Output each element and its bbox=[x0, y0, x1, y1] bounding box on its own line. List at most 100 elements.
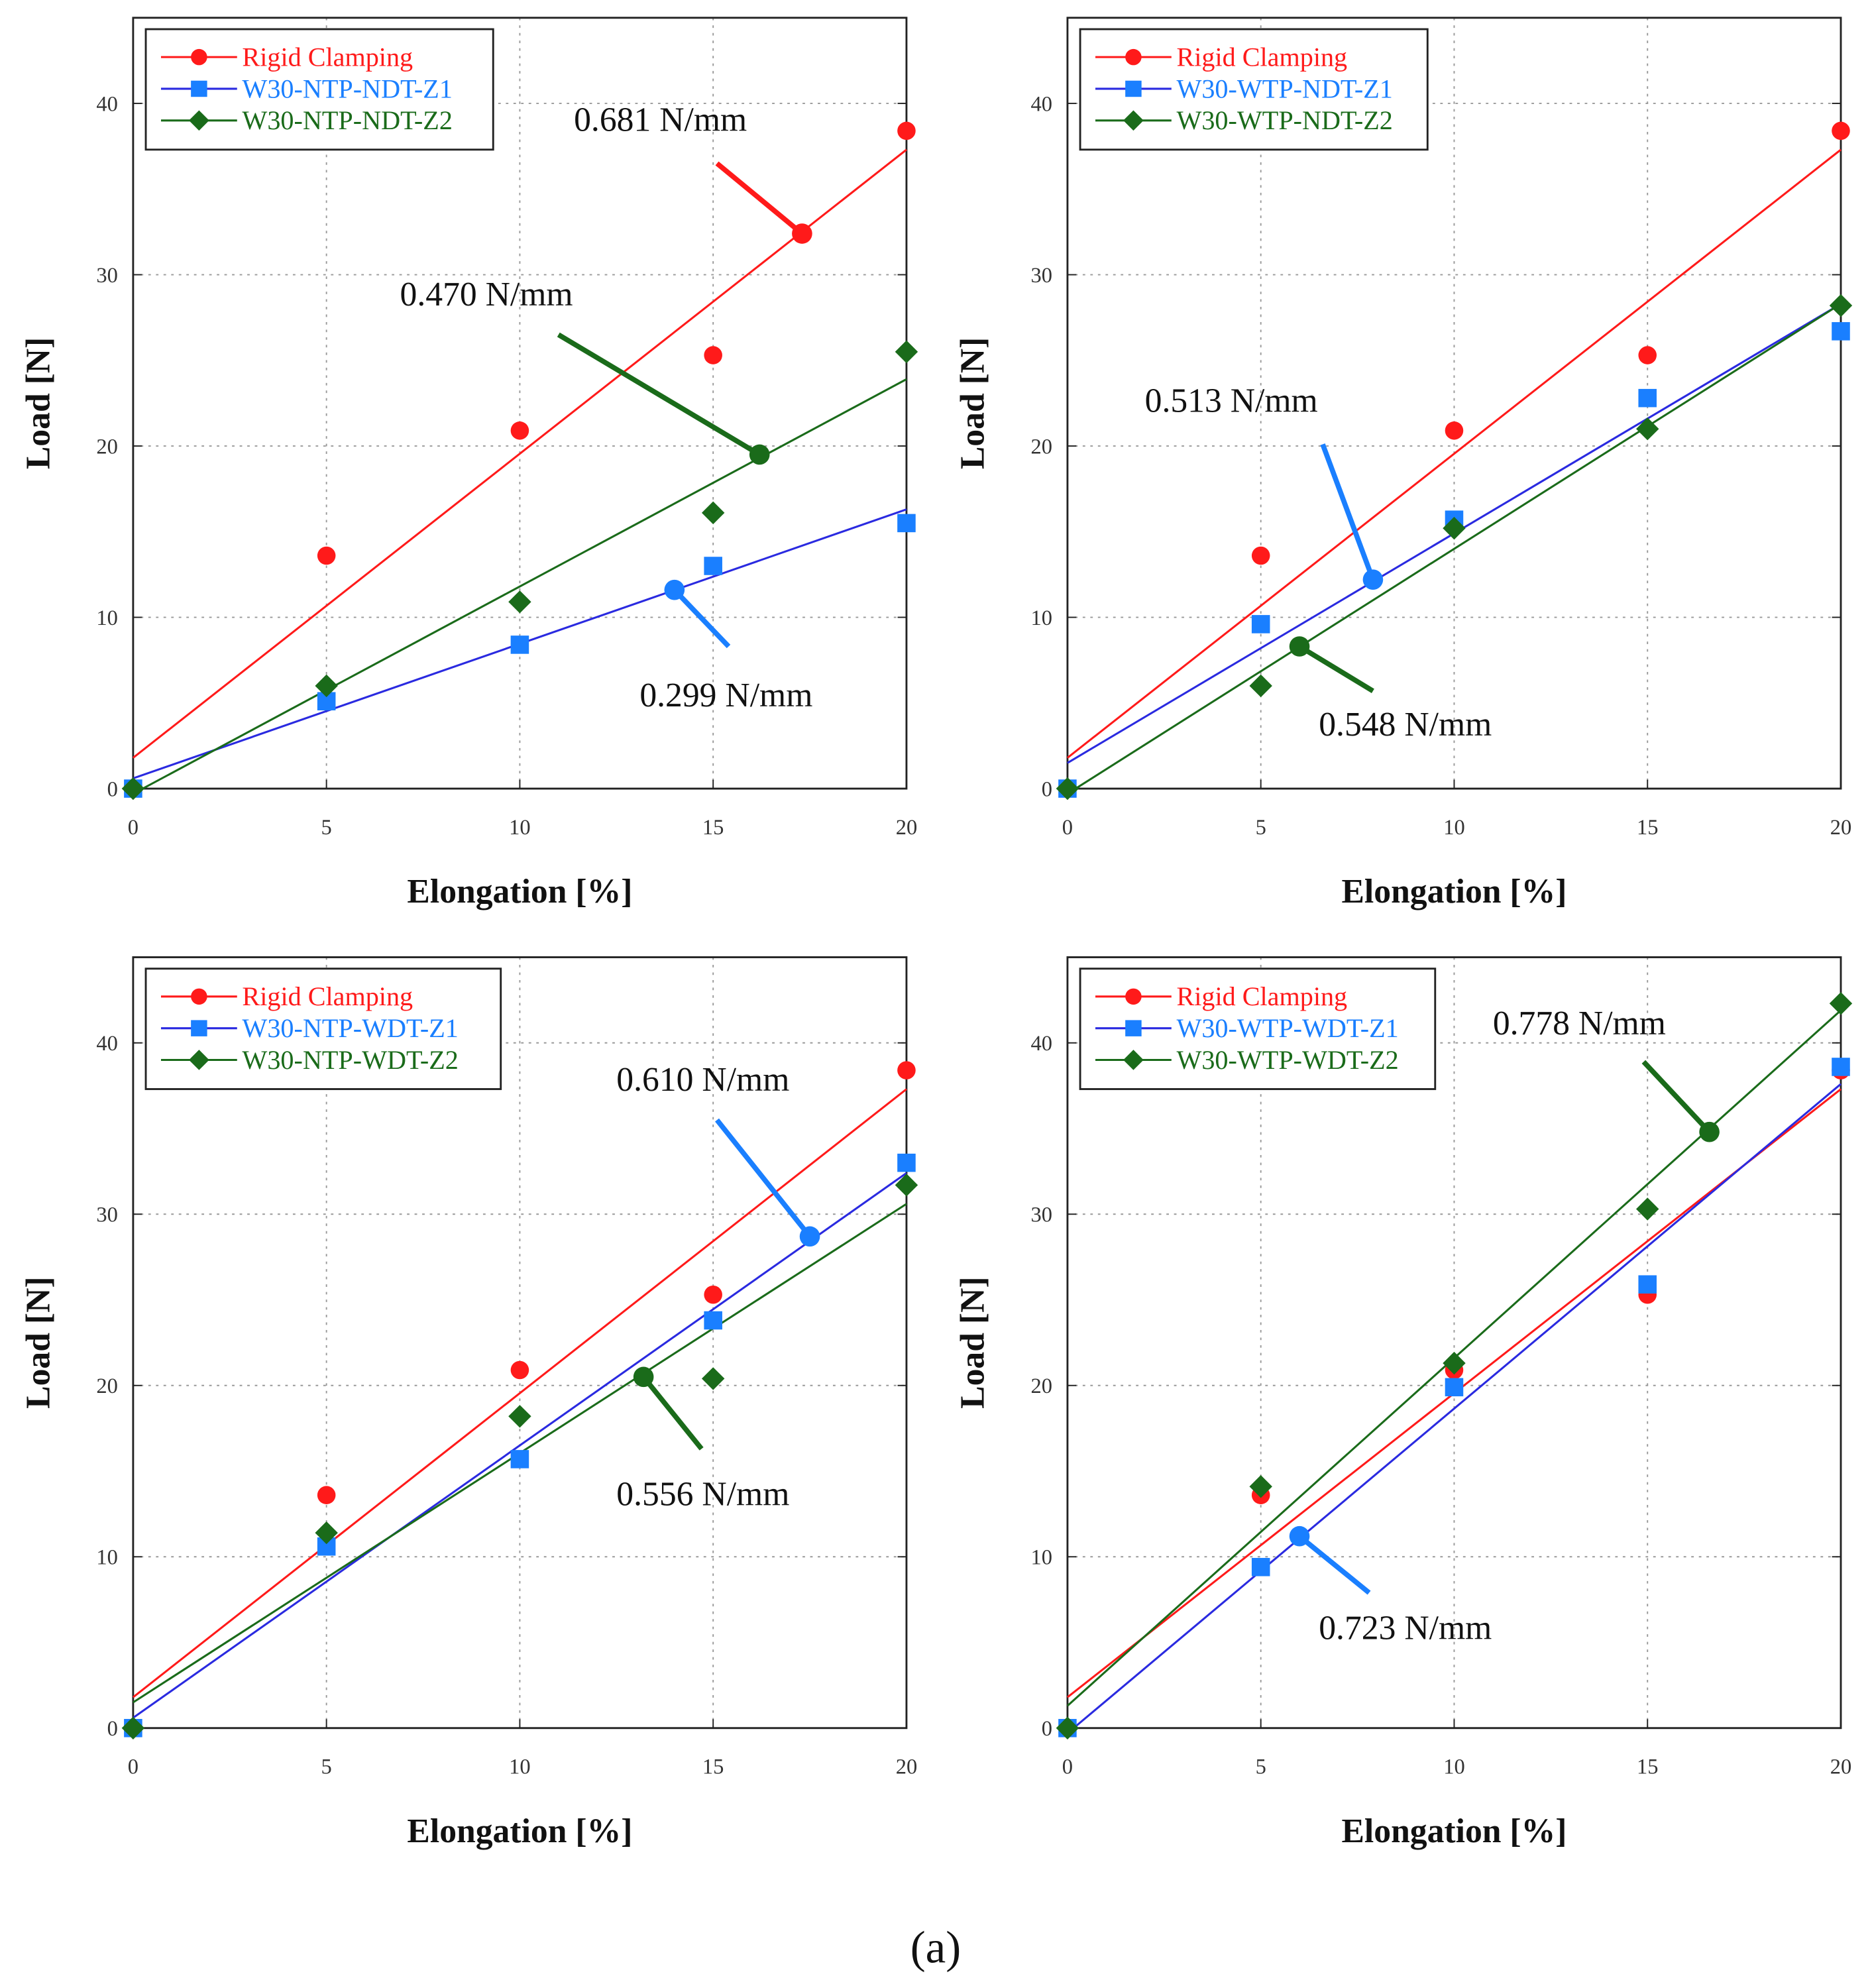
x-tick-label: 10 bbox=[1443, 816, 1465, 840]
slope-annotation: 0.723 N/mm bbox=[1319, 1609, 1492, 1647]
x-tick-label: 5 bbox=[321, 1755, 332, 1779]
x-tick-label: 10 bbox=[1443, 1755, 1465, 1779]
data-point-rigid bbox=[317, 1486, 336, 1504]
fit-line-rigid bbox=[132, 148, 907, 759]
data-point-rigid bbox=[704, 346, 722, 364]
data-point-z2 bbox=[701, 501, 725, 525]
y-tick-label: 10 bbox=[1030, 606, 1052, 630]
annotation-arrow bbox=[641, 1375, 704, 1451]
annotation-arrow bbox=[715, 161, 804, 236]
data-point-z1 bbox=[1832, 322, 1850, 341]
legend-marker-rigid bbox=[1125, 48, 1142, 66]
x-tick-label: 5 bbox=[1256, 1755, 1266, 1779]
data-point-z2 bbox=[1829, 294, 1853, 317]
slope-annotation: 0.778 N/mm bbox=[1493, 1005, 1666, 1042]
y-tick-label: 40 bbox=[96, 1032, 118, 1056]
annotation-dot bbox=[633, 1366, 654, 1388]
data-point-z2 bbox=[121, 777, 145, 801]
legend-label-z2: W30-WTP-NDT-Z2 bbox=[1176, 105, 1392, 135]
plot-frame bbox=[132, 17, 908, 790]
annotation-arrow bbox=[557, 332, 761, 457]
data-point-rigid bbox=[1832, 121, 1850, 140]
data-point-z2 bbox=[315, 674, 338, 698]
annotation-arrow bbox=[673, 588, 731, 649]
y-tick-label: 30 bbox=[96, 1203, 118, 1227]
slope-annotation: 0.681 N/mm bbox=[574, 101, 747, 138]
x-tick-label: 15 bbox=[1637, 816, 1659, 840]
fit-line-z1 bbox=[133, 1172, 907, 1719]
annotation-arrow bbox=[1298, 644, 1374, 693]
y-tick-label: 40 bbox=[96, 93, 118, 117]
y-axis-label: Load [N] bbox=[954, 337, 992, 469]
fit-line-z2 bbox=[133, 378, 907, 795]
data-point-z1 bbox=[704, 557, 722, 575]
data-point-rigid bbox=[1445, 421, 1464, 440]
annotation-dot bbox=[799, 1226, 820, 1247]
data-point-rigid bbox=[704, 1285, 722, 1304]
y-axis-label: Load [N] bbox=[954, 1276, 992, 1408]
x-tick-label: 0 bbox=[1062, 816, 1073, 840]
y-axis-label: Load [N] bbox=[20, 1276, 58, 1408]
fit-line-z2 bbox=[1067, 303, 1842, 795]
legend-label-z2: W30-NTP-WDT-Z2 bbox=[242, 1045, 458, 1075]
chart-panel-4: 0 5 10 15 20 0 10 20 30 40 Elongation [%] Load [N] 0… bbox=[954, 956, 1853, 1850]
data-point-z1 bbox=[1638, 388, 1657, 408]
legend-label-rigid: Rigid Clamping bbox=[242, 42, 413, 72]
legend-label-rigid: Rigid Clamping bbox=[242, 981, 413, 1011]
annotation-arrow bbox=[1320, 443, 1376, 581]
y-tick-label: 40 bbox=[1030, 1032, 1052, 1056]
x-tick-label: 20 bbox=[896, 816, 918, 840]
annotation-dot bbox=[1289, 636, 1310, 657]
y-tick-label: 20 bbox=[1030, 435, 1052, 459]
slope-annotation: 0.556 N/mm bbox=[616, 1476, 789, 1514]
annotation-dot bbox=[1362, 569, 1384, 590]
data-point-z1 bbox=[510, 1450, 529, 1468]
legend: Rigid ClampingW30-WTP-NDT-Z1W30-WTP-NDT-… bbox=[1079, 28, 1429, 151]
legend-label-z1: W30-WTP-WDT-Z1 bbox=[1176, 1013, 1398, 1043]
plot-frame bbox=[1066, 956, 1842, 1730]
y-tick-label: 0 bbox=[1042, 1717, 1052, 1741]
data-point-rigid bbox=[510, 1360, 529, 1380]
data-point-z2 bbox=[1829, 992, 1853, 1015]
legend-label-rigid: Rigid Clamping bbox=[1176, 981, 1347, 1011]
x-tick-label: 20 bbox=[1830, 1755, 1852, 1779]
y-tick-label: 0 bbox=[107, 1717, 118, 1741]
slope-annotation: 0.610 N/mm bbox=[616, 1061, 789, 1099]
x-tick-label: 0 bbox=[128, 1755, 138, 1779]
data-point-rigid bbox=[897, 1061, 916, 1079]
legend-marker-z1 bbox=[1125, 80, 1142, 97]
slope-annotation: 0.548 N/mm bbox=[1319, 706, 1492, 744]
data-point-z2 bbox=[1056, 777, 1079, 801]
y-axis-label: Load [N] bbox=[20, 337, 58, 469]
legend-marker-z1 bbox=[1125, 1020, 1142, 1036]
data-point-rigid bbox=[510, 421, 529, 440]
x-tick-label: 15 bbox=[702, 816, 724, 840]
data-point-z2 bbox=[508, 1405, 531, 1428]
data-point-z1 bbox=[897, 1153, 916, 1172]
data-point-z1 bbox=[1251, 615, 1270, 634]
data-point-z2 bbox=[1249, 674, 1272, 698]
data-point-z2 bbox=[701, 1367, 725, 1390]
data-point-rigid bbox=[897, 121, 916, 140]
legend: Rigid ClampingW30-NTP-NDT-Z1W30-NTP-NDT-… bbox=[144, 28, 494, 151]
y-tick-label: 30 bbox=[1030, 1203, 1052, 1227]
legend-label-z1: W30-NTP-NDT-Z1 bbox=[242, 74, 452, 103]
legend-label-rigid: Rigid Clamping bbox=[1176, 42, 1347, 72]
annotation-arrow bbox=[1641, 1060, 1712, 1134]
annotation-dot bbox=[749, 444, 770, 465]
x-tick-label: 20 bbox=[896, 1755, 918, 1779]
x-tick-label: 15 bbox=[1637, 1755, 1659, 1779]
data-point-z1 bbox=[704, 1311, 722, 1330]
data-point-z2 bbox=[508, 590, 531, 614]
annotation-arrow bbox=[1297, 1534, 1371, 1595]
legend: Rigid ClampingW30-WTP-WDT-Z1W30-WTP-WDT-… bbox=[1079, 967, 1437, 1090]
legend-label-z1: W30-WTP-NDT-Z1 bbox=[1176, 74, 1392, 103]
x-axis-label: Elongation [%] bbox=[1341, 873, 1567, 911]
y-tick-label: 30 bbox=[96, 264, 118, 288]
data-point-z1 bbox=[897, 514, 916, 533]
y-tick-label: 20 bbox=[1030, 1374, 1052, 1398]
data-point-rigid bbox=[1638, 346, 1657, 364]
slope-annotation: 0.299 N/mm bbox=[639, 677, 812, 714]
x-tick-label: 5 bbox=[321, 816, 332, 840]
y-tick-label: 10 bbox=[96, 1546, 118, 1570]
